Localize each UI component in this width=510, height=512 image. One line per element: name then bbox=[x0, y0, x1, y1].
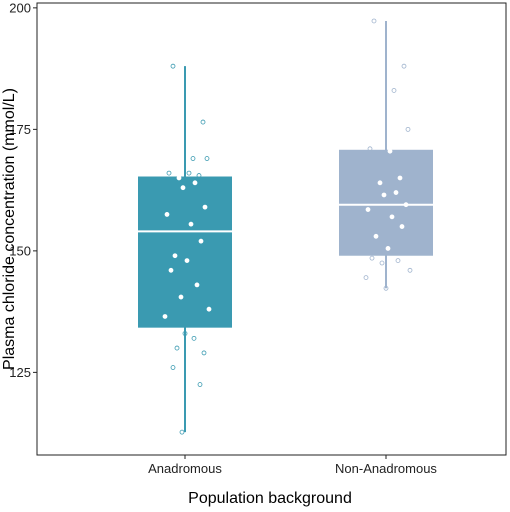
data-point bbox=[191, 335, 197, 341]
data-point bbox=[182, 331, 188, 336]
x-tick-label: Non-Anadromous bbox=[335, 461, 437, 476]
data-point bbox=[174, 345, 180, 351]
data-point bbox=[170, 365, 176, 370]
data-point bbox=[401, 63, 407, 69]
data-point bbox=[172, 253, 178, 259]
data-point bbox=[391, 88, 397, 93]
data-point bbox=[383, 285, 389, 291]
data-point bbox=[407, 267, 413, 273]
data-point bbox=[164, 212, 170, 217]
box-group-2 bbox=[339, 18, 433, 291]
data-point bbox=[179, 429, 185, 435]
box bbox=[339, 149, 433, 256]
box bbox=[138, 176, 232, 328]
data-point bbox=[363, 275, 369, 281]
data-point bbox=[198, 238, 204, 244]
data-point bbox=[188, 221, 194, 227]
data-point bbox=[369, 255, 375, 261]
data-point bbox=[389, 214, 395, 220]
data-point bbox=[377, 180, 383, 186]
data-point bbox=[170, 63, 176, 69]
data-point bbox=[206, 306, 212, 312]
data-point bbox=[365, 207, 371, 212]
data-point bbox=[395, 258, 401, 263]
x-axis-label: Population background bbox=[188, 490, 352, 507]
data-point bbox=[399, 224, 405, 229]
y-tick-label: 175 bbox=[9, 122, 31, 137]
data-point bbox=[393, 190, 399, 195]
data-point bbox=[385, 246, 391, 251]
data-point bbox=[202, 204, 208, 210]
y-tick-label: 200 bbox=[9, 0, 31, 15]
x-axis: Anadromous Non-Anadromous bbox=[148, 455, 437, 476]
data-point bbox=[397, 175, 403, 181]
data-point bbox=[168, 267, 174, 273]
data-point bbox=[403, 202, 409, 208]
data-point bbox=[379, 260, 385, 266]
data-point bbox=[184, 258, 190, 263]
y-axis-label: Plasma chloride concentration (mmol/L) bbox=[1, 88, 18, 370]
data-point bbox=[178, 294, 184, 300]
data-point bbox=[162, 314, 168, 319]
data-point bbox=[200, 119, 206, 125]
data-point bbox=[176, 175, 182, 181]
data-point bbox=[192, 180, 198, 186]
data-point bbox=[196, 173, 202, 178]
data-point bbox=[373, 233, 379, 239]
y-axis: 125 150 175 200 bbox=[9, 0, 37, 380]
data-point bbox=[197, 382, 203, 387]
y-tick-label: 150 bbox=[9, 243, 31, 258]
data-point bbox=[190, 156, 196, 161]
data-point bbox=[194, 282, 200, 288]
data-point bbox=[204, 156, 210, 161]
data-point bbox=[405, 126, 411, 132]
box-group-1 bbox=[138, 63, 232, 435]
plot-frame bbox=[36, 2, 507, 456]
data-point bbox=[180, 185, 186, 191]
x-tick-label: Anadromous bbox=[148, 461, 222, 476]
data-point bbox=[387, 148, 393, 154]
y-tick-label: 125 bbox=[9, 365, 31, 380]
data-point bbox=[201, 350, 207, 356]
data-point bbox=[367, 146, 373, 152]
plot-area bbox=[138, 18, 433, 435]
data-point bbox=[166, 170, 172, 176]
data-point bbox=[371, 18, 377, 24]
data-point bbox=[381, 192, 387, 198]
data-point bbox=[186, 170, 192, 176]
